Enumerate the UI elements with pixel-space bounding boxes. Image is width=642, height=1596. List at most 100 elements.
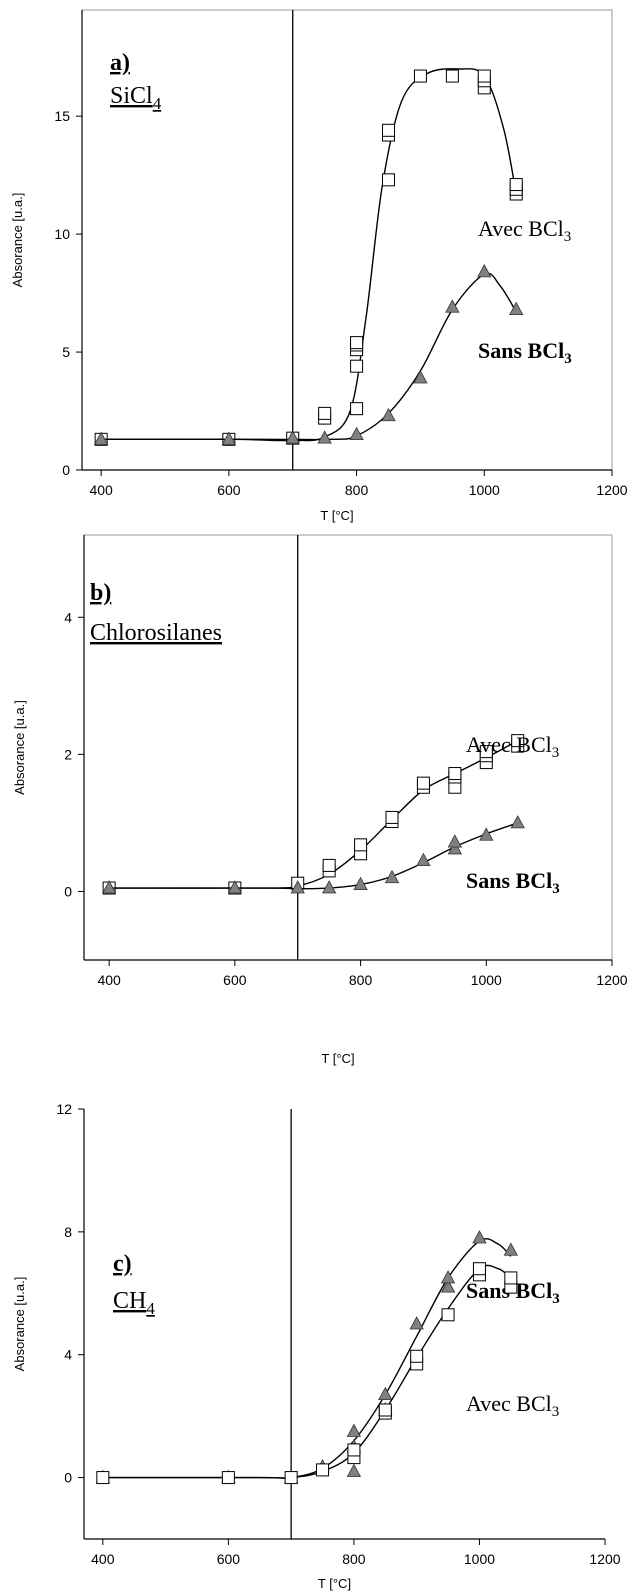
y-tick-label: 5 [62, 344, 70, 360]
y-axis-label: Absorance [u.a.] [12, 1277, 27, 1372]
y-tick-label: 10 [54, 226, 70, 242]
fit-curve [109, 740, 519, 889]
series-label-subscript: 3 [552, 1404, 560, 1420]
x-tick-label: 800 [345, 482, 369, 498]
fit-curve [101, 272, 517, 441]
series-label: Sans BCl3 [466, 868, 560, 897]
data-point-square [354, 838, 368, 852]
data-point-triangle [285, 430, 300, 444]
panel-title-main: Chlorosilanes [90, 620, 222, 646]
series-sans-bcl3: Sans BCl3 [93, 264, 572, 445]
x-axis-label: T [°C] [321, 1051, 354, 1066]
x-axis-label: T [°C] [320, 508, 353, 523]
series-sans-bcl3: Sans BCl3 [101, 815, 560, 897]
data-point-square [322, 858, 336, 872]
series-label-subscript: 3 [552, 1291, 560, 1307]
data-point-triangle [510, 815, 525, 829]
panel-label: b) [90, 580, 111, 606]
data-point-triangle [227, 880, 243, 894]
data-point-triangle [479, 827, 494, 841]
data-point-square [504, 1271, 518, 1285]
chart-panel-b: 400 600 800 1000 1200 0 2 4 T [°C] Absorance [u.a… [12, 534, 628, 1066]
y-axis-label: Absorance [u.a.] [10, 193, 25, 288]
data-point-square [382, 123, 396, 137]
series-label-subscript: 3 [552, 745, 560, 761]
data-point-triangle [413, 370, 428, 384]
data-point-triangle [509, 301, 524, 315]
data-point-triangle [445, 299, 460, 313]
series-label: Sans BCl3 [478, 338, 572, 367]
x-tick-label: 800 [342, 1551, 366, 1567]
series-sans-bcl3: Sans BCl3 [95, 1230, 560, 1483]
series-label-subscript: 3 [552, 881, 560, 897]
series-label-main: Avec BCl [478, 216, 564, 241]
y-tick-label: 15 [54, 108, 70, 124]
panel-title: Chlorosilanes [90, 620, 222, 646]
data-point-triangle [290, 880, 305, 894]
data-point-triangle [346, 1423, 362, 1437]
chart-panel-a: 400 600 800 1000 1200 0 5 10 15 T [°C] Absorance [… [10, 9, 628, 523]
data-point-square [448, 767, 462, 781]
x-tick-label: 1200 [596, 482, 627, 498]
y-tick-label: 12 [56, 1101, 72, 1117]
x-tick-label: 600 [217, 482, 241, 498]
data-point-square [347, 1443, 361, 1457]
y-axis-label: Absorance [u.a.] [12, 700, 27, 795]
data-point-triangle [93, 431, 109, 445]
fit-curve [109, 822, 518, 890]
series-label-main: Avec BCl [466, 732, 552, 757]
series-avec-bcl3: Avec BCl3 [96, 1262, 560, 1485]
data-point-square [96, 1471, 110, 1485]
panel-label: a) [110, 50, 130, 76]
data-point-triangle [349, 426, 364, 441]
data-point-triangle [447, 834, 463, 848]
data-point-triangle [346, 1463, 362, 1477]
data-point-square [416, 776, 430, 790]
series-label-subscript: 3 [564, 351, 572, 367]
y-tick-label: 2 [64, 746, 72, 762]
panel-title-main: SiCl [110, 83, 153, 109]
x-tick-label: 1000 [464, 1551, 495, 1567]
panel-title-main: CH [113, 1288, 146, 1314]
data-point-square [472, 1262, 486, 1276]
series-avec-bcl3: Avec BCl3 [102, 732, 559, 895]
data-point-triangle [503, 1242, 519, 1256]
data-point-square [477, 69, 491, 83]
data-point-triangle [353, 876, 368, 890]
x-tick-label: 1200 [596, 972, 627, 988]
data-point-square [350, 359, 364, 373]
data-point-triangle [477, 264, 492, 278]
data-point-square [318, 406, 332, 420]
y-tick-label: 0 [62, 462, 70, 478]
data-point-triangle [447, 841, 463, 855]
data-point-square [284, 1471, 298, 1485]
x-tick-label: 800 [349, 972, 373, 988]
series-label-subscript: 3 [564, 229, 572, 245]
x-tick-label: 400 [89, 482, 113, 498]
data-point-square [509, 178, 523, 192]
data-point-triangle [317, 430, 332, 444]
data-point-triangle [321, 880, 337, 894]
panel-title: SiCl4 [110, 83, 162, 113]
data-point-square [350, 336, 364, 350]
series-avec-bcl3: Avec BCl3 [94, 68, 572, 446]
data-point-square [410, 1349, 424, 1363]
data-point-triangle [378, 1386, 393, 1401]
data-point-square [378, 1403, 392, 1417]
y-tick-label: 8 [64, 1224, 72, 1240]
data-point-triangle [381, 407, 396, 422]
series-label: Avec BCl3 [466, 732, 559, 761]
series-label-main: Sans BCl [466, 868, 552, 893]
fit-curve [102, 1264, 512, 1479]
x-tick-label: 1000 [469, 482, 500, 498]
data-point-triangle [472, 1230, 487, 1244]
data-point-triangle [409, 1316, 424, 1330]
data-point-square [382, 173, 396, 187]
panel-title-subscript: 4 [153, 94, 162, 113]
x-tick-label: 1200 [589, 1551, 620, 1567]
data-point-triangle [221, 431, 237, 445]
data-point-triangle [384, 869, 400, 884]
data-point-square [316, 1463, 330, 1477]
x-tick-label: 600 [217, 1551, 241, 1567]
